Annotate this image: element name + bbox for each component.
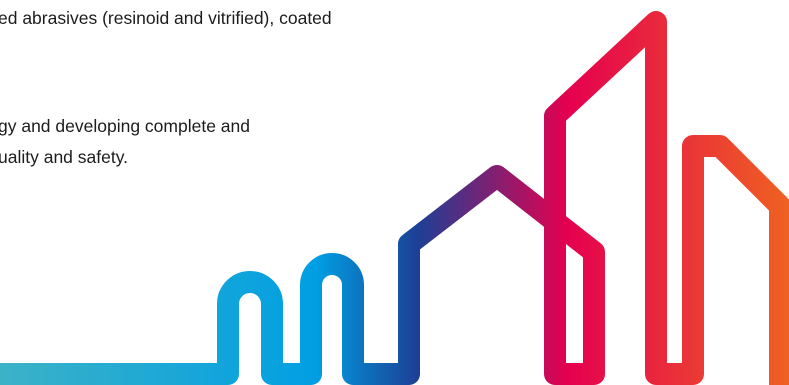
body-text-line-2: gy and developing complete and bbox=[0, 116, 250, 136]
skyline-line bbox=[0, 11, 789, 385]
body-text-line-1: ed abrasives (resinoid and vitrified), c… bbox=[0, 8, 332, 28]
body-text-line-3: uality and safety. bbox=[0, 147, 129, 167]
